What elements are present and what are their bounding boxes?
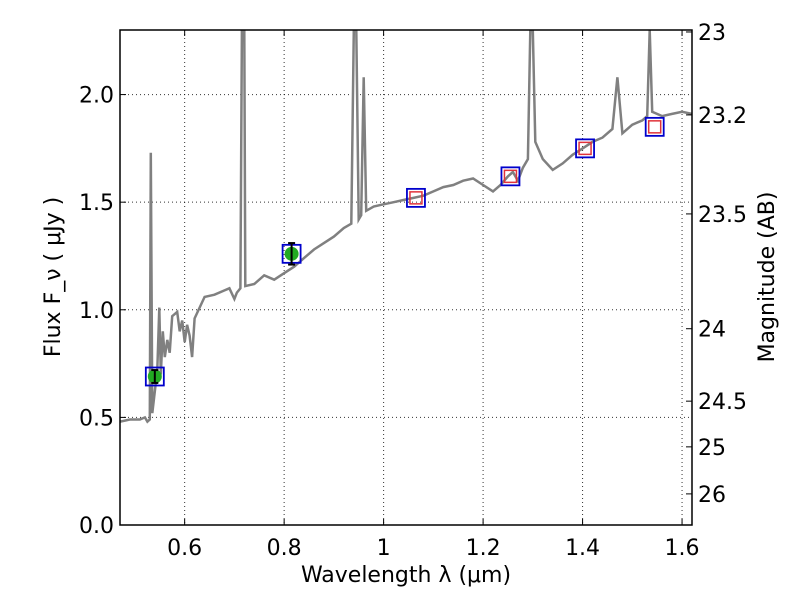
- photometry-markers: [144, 116, 665, 387]
- model-photometry-marker: [644, 116, 665, 137]
- y-tick-label: 0.5: [79, 406, 114, 431]
- x-tick-label: 0.6: [167, 536, 202, 561]
- observed-marker: [578, 141, 592, 156]
- observed-marker: [503, 169, 518, 184]
- mag-tick-label: 23: [698, 21, 726, 46]
- ticks: 0.6 0.8 1 1.2 1.4 1.6 0.0 0.5 1.0 1.5 2.0 23 23.2 23.…: [79, 21, 747, 561]
- mag-tick-label: 23.2: [698, 104, 747, 129]
- model-photometry-marker: [406, 187, 426, 208]
- observed-marker: [647, 120, 662, 134]
- x-tick-label: 1: [377, 536, 391, 561]
- y-axis-label: Flux F_ν ( μJy ): [41, 197, 66, 357]
- y-tick-label: 1.0: [79, 299, 114, 324]
- model-photometry-marker: [500, 166, 521, 187]
- y-tick-label: 1.5: [79, 191, 114, 216]
- y-tick-label: 0.0: [79, 514, 114, 539]
- mag-tick-label: 25: [698, 436, 726, 461]
- observed-marker: [409, 191, 423, 205]
- model-photometry-marker: [144, 366, 165, 387]
- grid: [120, 30, 692, 526]
- model-photometry-marker: [575, 138, 595, 159]
- spectrum-line: [120, 30, 692, 424]
- mag-tick-label: 24: [698, 318, 726, 343]
- x-tick-label: 1.2: [466, 536, 501, 561]
- mag-tick-label: 23.5: [698, 203, 747, 228]
- y-tick-label: 2.0: [79, 84, 114, 109]
- mag-tick-label: 24.5: [698, 390, 747, 415]
- plot-frame: [119, 29, 693, 526]
- spectrum-layer: [120, 30, 692, 424]
- x-axis-label: Wavelength λ (μm): [301, 563, 511, 588]
- x-tick-label: 0.8: [267, 536, 302, 561]
- y2-axis-label: Magnitude (AB): [755, 192, 780, 363]
- mag-tick-label: 26: [698, 483, 726, 508]
- x-tick-label: 1.6: [665, 536, 700, 561]
- x-tick-label: 1.4: [565, 536, 600, 561]
